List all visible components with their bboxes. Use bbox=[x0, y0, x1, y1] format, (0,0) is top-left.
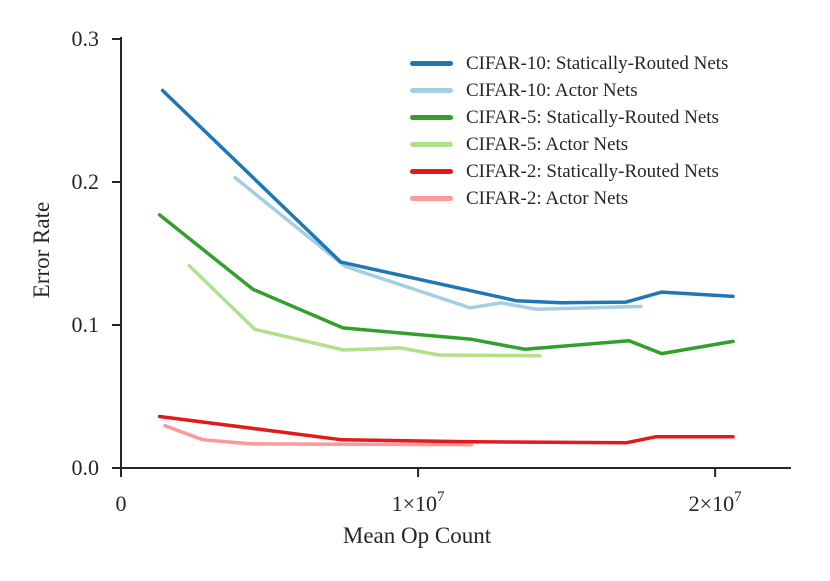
legend-item: CIFAR-5: Statically-Routed Nets bbox=[410, 104, 728, 131]
y-tick-label: 0.3 bbox=[72, 26, 100, 51]
y-tick-label: 0.2 bbox=[72, 169, 100, 194]
series-line-5 bbox=[163, 423, 474, 447]
series-line-2 bbox=[157, 213, 735, 356]
legend: CIFAR-10: Statically-Routed Nets CIFAR-10… bbox=[410, 50, 728, 212]
series-line-0 bbox=[160, 88, 735, 305]
y-tick-label: 0.0 bbox=[72, 455, 100, 480]
legend-label: CIFAR-10: Actor Nets bbox=[466, 79, 638, 101]
legend-item: CIFAR-10: Statically-Routed Nets bbox=[410, 50, 728, 77]
series-line-4 bbox=[157, 414, 735, 445]
legend-label: CIFAR-10: Statically-Routed Nets bbox=[466, 52, 729, 74]
series-line-3 bbox=[187, 263, 542, 358]
x-tick-label: 0 bbox=[116, 491, 127, 516]
legend-item: CIFAR-2: Statically-Routed Nets bbox=[410, 158, 728, 185]
legend-label: CIFAR-5: Statically-Routed Nets bbox=[466, 106, 719, 128]
legend-label: CIFAR-5: Actor Nets bbox=[466, 133, 629, 155]
legend-item: CIFAR-5: Actor Nets bbox=[410, 131, 728, 158]
y-axis-label: Error Rate bbox=[29, 201, 54, 299]
legend-item: CIFAR-10: Actor Nets bbox=[410, 77, 728, 104]
legend-label: CIFAR-2: Actor Nets bbox=[466, 187, 629, 209]
legend-line-swatch bbox=[410, 115, 453, 120]
legend-line-swatch bbox=[410, 196, 453, 201]
x-tick-label: 1×107 bbox=[392, 489, 445, 516]
series-line-1 bbox=[233, 175, 643, 312]
legend-item: CIFAR-2: Actor Nets bbox=[410, 185, 728, 212]
x-tick-label: 2×107 bbox=[689, 489, 742, 516]
legend-label: CIFAR-2: Statically-Routed Nets bbox=[466, 160, 719, 182]
legend-line-swatch bbox=[410, 142, 453, 147]
legend-line-swatch bbox=[410, 88, 453, 93]
y-tick-label: 0.1 bbox=[72, 312, 100, 337]
legend-line-swatch bbox=[410, 61, 453, 66]
legend-line-swatch bbox=[410, 169, 453, 174]
x-axis-label: Mean Op Count bbox=[342, 523, 492, 548]
